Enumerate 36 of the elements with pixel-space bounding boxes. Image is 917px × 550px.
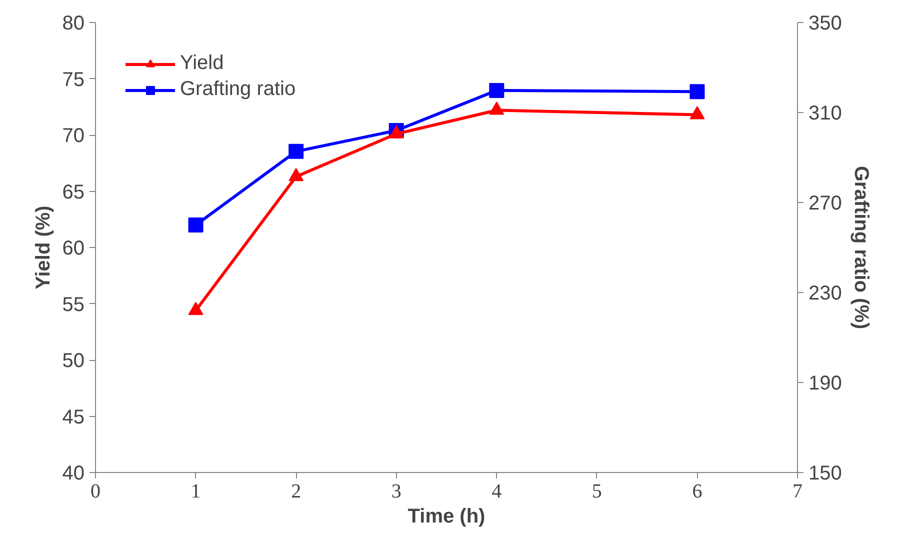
y-tick-label: 45 — [62, 406, 85, 428]
y2-tick-label: 150 — [808, 462, 842, 484]
point — [288, 144, 304, 159]
y-tick-label: 70 — [62, 125, 85, 147]
point — [188, 218, 204, 232]
y2-axis-title: Grafting ratio (%) — [850, 166, 872, 330]
y-tick-label: 80 — [62, 12, 85, 34]
point — [288, 168, 304, 182]
x-tick-label: 5 — [592, 480, 602, 502]
y2-tick-label: 350 — [808, 12, 842, 34]
x-tick-label: 1 — [190, 480, 201, 502]
y2-tick-label: 310 — [808, 102, 842, 124]
y-tick-label: 60 — [62, 238, 85, 260]
point — [188, 302, 204, 316]
y2-tick-label: 270 — [808, 192, 842, 214]
y-tick-label: 50 — [62, 350, 85, 372]
legend-label: Yield — [180, 52, 224, 75]
point — [489, 102, 504, 115]
x-tick-label: 0 — [90, 480, 100, 502]
x-tick-label: 3 — [391, 480, 402, 502]
point — [489, 82, 504, 98]
y-axis-title: Yield (%) — [32, 206, 54, 290]
y-tick-label: 75 — [62, 68, 85, 91]
x-tick-label: 6 — [692, 480, 702, 502]
x-tick-label: 2 — [291, 480, 302, 502]
x-tick-label: 4 — [492, 480, 502, 502]
x-tick-label: 7 — [792, 480, 802, 502]
y-tick-label: 65 — [62, 181, 85, 204]
y-tick-label: 40 — [62, 462, 85, 484]
y2-tick-label: 190 — [808, 372, 842, 394]
point — [690, 106, 705, 120]
legend-label: Grafting ratio — [180, 78, 296, 101]
y-tick-label: 55 — [62, 294, 85, 316]
x-axis-title: Time (h) — [408, 506, 486, 528]
point — [690, 84, 705, 100]
y2-tick-label: 230 — [808, 282, 842, 304]
